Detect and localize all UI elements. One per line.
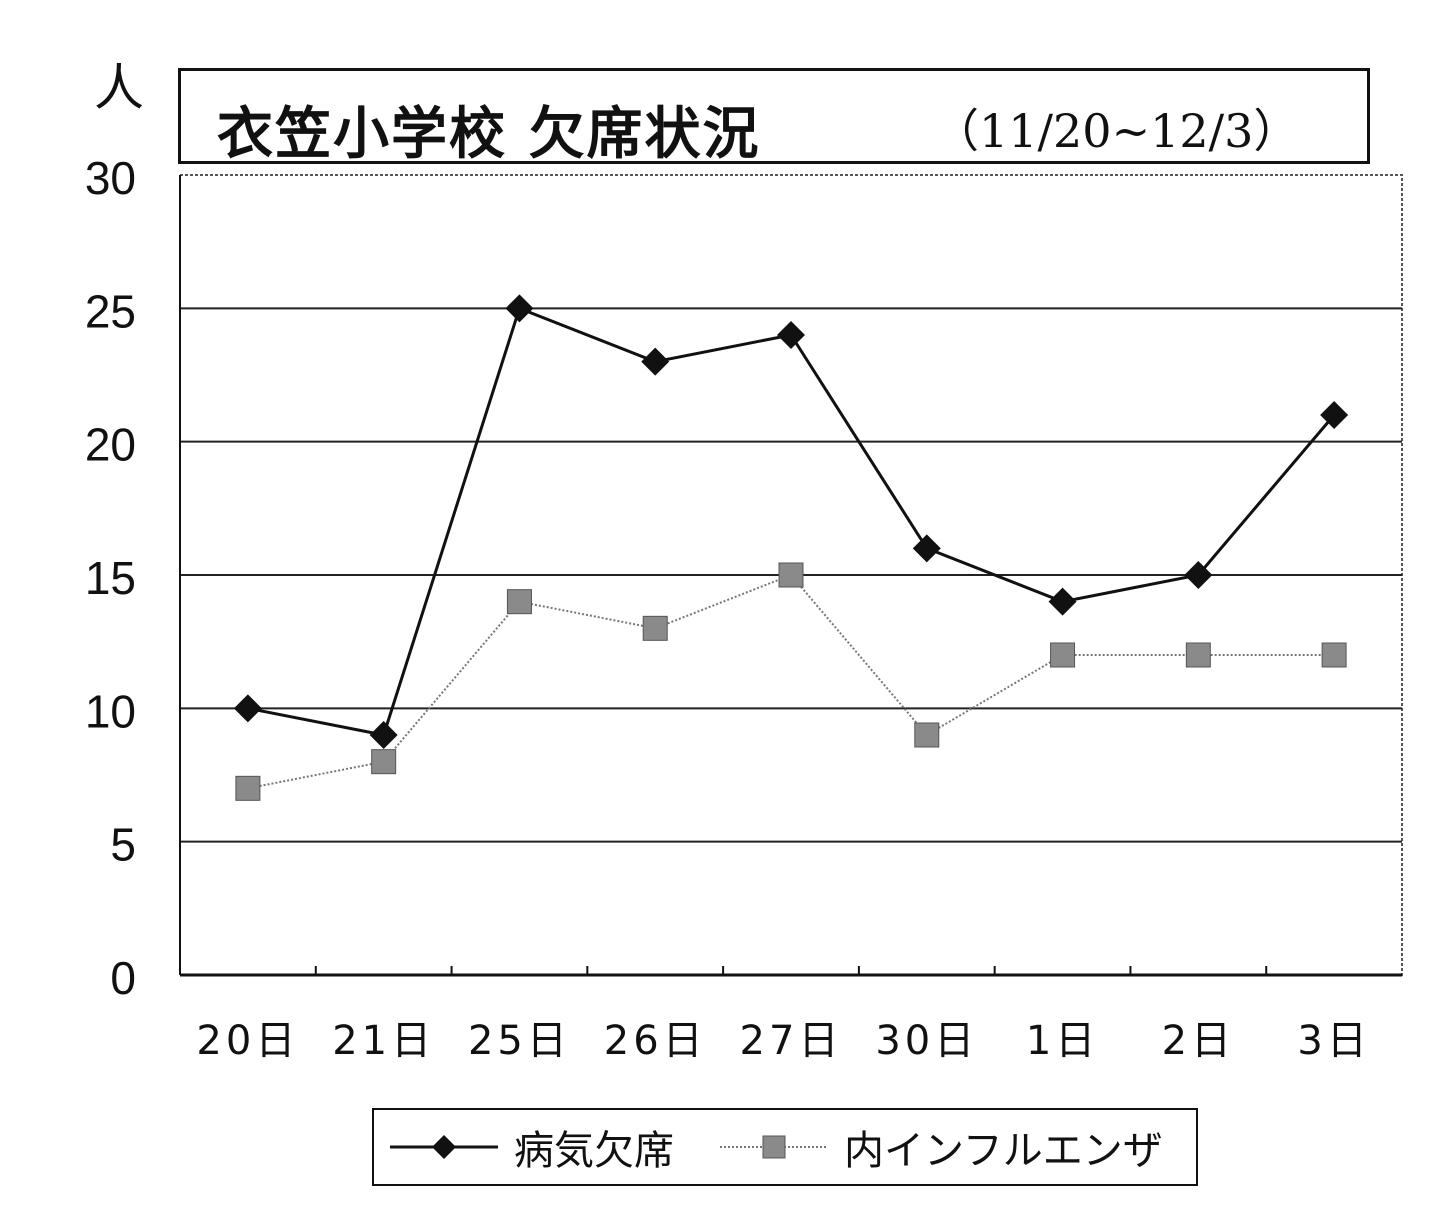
data-point-sick bbox=[369, 721, 398, 749]
y-axis-unit-label: 人 bbox=[94, 59, 144, 117]
data-point-sick bbox=[912, 534, 941, 563]
data-point-sick bbox=[1184, 561, 1213, 589]
data-point-flu bbox=[506, 589, 532, 615]
data-point-flu bbox=[1321, 642, 1347, 668]
legend-item-flu: 内インフルエンザ bbox=[718, 1110, 1163, 1184]
x-tick-label: 1日 bbox=[1026, 1018, 1099, 1064]
y-tick-labels: 0 5 10 15 20 25 30 bbox=[85, 152, 136, 1004]
legend-label-flu: 内インフルエンザ bbox=[844, 1128, 1163, 1174]
x-tick-label: 3日 bbox=[1297, 1018, 1370, 1064]
x-tick-labels: 20日 21日 25日 26日 27日 30日 1日 2日 3日 bbox=[196, 1018, 1370, 1064]
y-tick-label: 30 bbox=[85, 152, 136, 204]
data-point-flu bbox=[1050, 642, 1076, 668]
y-tick-label: 25 bbox=[85, 285, 136, 337]
x-tick-label: 20日 bbox=[196, 1018, 299, 1064]
data-point-flu bbox=[778, 562, 804, 588]
x-tick-label: 21日 bbox=[332, 1018, 435, 1064]
legend-diamond-marker-icon bbox=[390, 1135, 498, 1159]
data-point-sick bbox=[1048, 587, 1077, 616]
data-point-sick bbox=[1320, 401, 1349, 429]
data-point-flu bbox=[1185, 642, 1211, 668]
legend-label-sick: 病気欠席 bbox=[514, 1128, 674, 1174]
y-tick-label: 10 bbox=[85, 685, 136, 737]
x-tick-label: 27日 bbox=[740, 1018, 843, 1064]
x-tick-label: 26日 bbox=[604, 1018, 707, 1064]
data-point-flu bbox=[914, 722, 940, 748]
x-tick-label: 30日 bbox=[875, 1018, 978, 1064]
data-point-flu bbox=[235, 775, 261, 801]
data-point-sick bbox=[233, 694, 262, 723]
legend-item-sick: 病気欠席 bbox=[388, 1110, 674, 1184]
chart-subtitle: （11/20~12/3） bbox=[933, 104, 1300, 158]
axes bbox=[179, 175, 1402, 977]
data-point-sick bbox=[505, 294, 534, 323]
series-group bbox=[233, 294, 1349, 801]
chart-title-box: 衣笠小学校 欠席状況 （11/20~12/3） bbox=[178, 68, 1370, 167]
y-tick-label: 5 bbox=[110, 819, 136, 871]
data-point-sick bbox=[777, 321, 805, 349]
chart-title: 衣笠小学校 欠席状況 bbox=[217, 102, 761, 167]
x-tick-label: 2日 bbox=[1162, 1018, 1235, 1064]
y-tick-label: 0 bbox=[110, 952, 136, 1004]
legend: 病気欠席 内インフルエンザ bbox=[372, 1108, 1198, 1186]
data-point-flu bbox=[642, 615, 668, 641]
y-tick-label: 20 bbox=[85, 419, 136, 471]
data-point-sick bbox=[641, 347, 670, 376]
y-tick-label: 15 bbox=[85, 552, 136, 604]
legend-square-marker-icon bbox=[720, 1135, 828, 1159]
data-point-flu bbox=[371, 749, 397, 775]
x-tick-label: 25日 bbox=[468, 1018, 571, 1064]
